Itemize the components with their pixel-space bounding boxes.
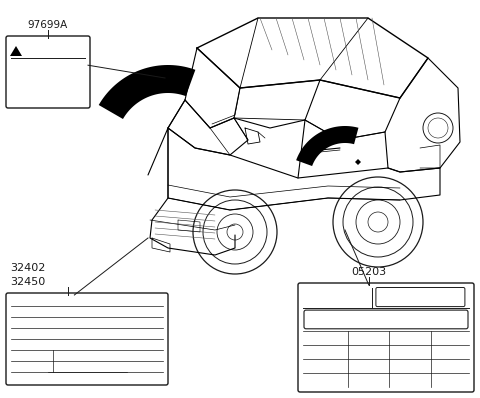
Polygon shape: [355, 159, 361, 165]
Polygon shape: [296, 126, 359, 166]
Polygon shape: [10, 46, 22, 56]
Polygon shape: [99, 65, 195, 119]
Text: 05203: 05203: [351, 267, 386, 277]
Text: 32402: 32402: [10, 263, 46, 273]
Text: 32450: 32450: [10, 277, 45, 287]
Text: 97699A: 97699A: [28, 20, 68, 30]
